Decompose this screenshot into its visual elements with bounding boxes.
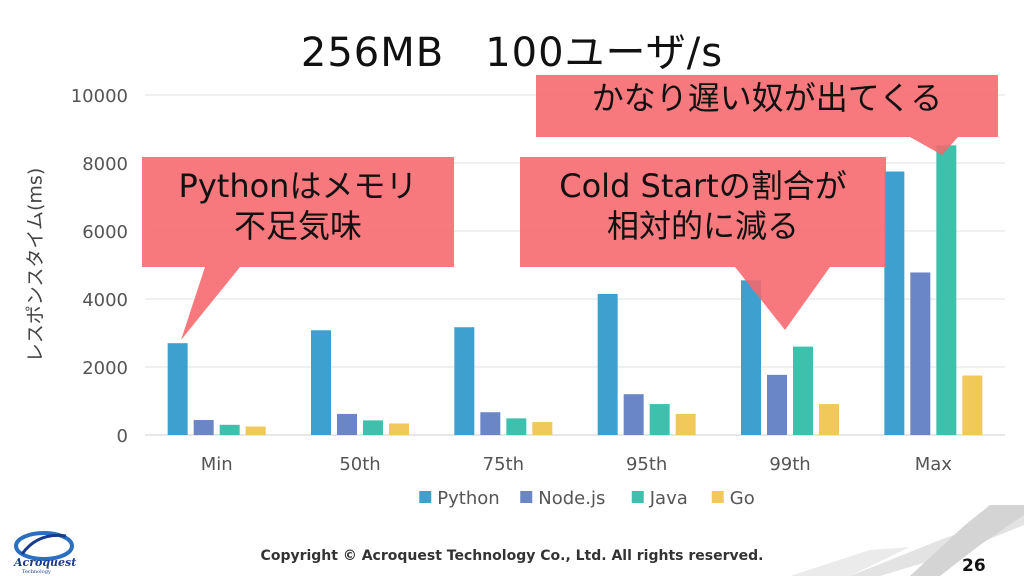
chart-bars [167,145,983,435]
callout-shapes [142,75,998,340]
logo-subtext: Technology [22,569,51,575]
y-tick-label: 2000 [82,358,128,379]
logo-text: Acroquest [14,556,77,569]
x-tick-label: 50th [339,454,380,475]
legend-label: Go [730,488,755,509]
page-number: 26 [962,556,986,576]
callout-box-cold-start [520,157,886,330]
legend-swatch-python [419,491,432,503]
bar-python-75th [454,327,475,435]
bar-nodejs-99th [767,374,787,435]
bar-java-95th [649,404,670,435]
bar-java-75th [506,418,527,435]
bar-nodejs-min [193,420,214,435]
x-tick-label: 95th [626,454,667,475]
y-tick-label: 8000 [82,154,128,175]
callout-slow-outliers: かなり遅い奴が出てくる [591,79,943,117]
legend-label: Java [649,488,688,509]
bar-python-max [884,171,905,435]
legend-swatch-nodejs [520,491,533,503]
bar-nodejs-75th [480,412,501,435]
bar-go-99th [819,404,839,435]
bar-java-99th [793,346,813,435]
x-axis-ticks: Min 50th 75th 95th 99th Max [201,454,953,475]
bar-python-min [167,343,188,435]
bar-go-75th [532,422,553,435]
decorative-corner-graphic [790,505,1024,576]
y-axis-ticks: 0 2000 4000 6000 8000 10000 [71,86,128,447]
legend-swatch-java [631,491,644,503]
callout-box-slow [536,75,998,155]
bar-go-max [962,375,983,435]
bar-java-min [219,424,240,435]
legend-label: Node.js [538,488,605,509]
bar-nodejs-95th [623,394,644,435]
bar-java-max [936,145,957,435]
x-tick-label: 99th [769,454,810,475]
acroquest-logo-icon [14,531,74,561]
x-tick-label: 75th [483,454,524,475]
bar-go-95th [675,413,696,435]
callout-python-memory: Pythonはメモリ 不足気味 [178,167,418,245]
bar-python-95th [597,293,618,435]
y-tick-label: 6000 [82,222,128,243]
legend-swatch-go [711,491,724,503]
bar-nodejs-max [910,272,931,435]
y-tick-label: 0 [117,426,128,447]
bar-nodejs-50th [337,413,357,435]
bar-java-50th [363,420,383,435]
bar-python-99th [741,280,761,435]
callout-cold-start: Cold Startの割合が 相対的に減る [559,167,847,245]
copyright-footer: Copyright © Acroquest Technology Co., Lt… [260,548,764,564]
chart-legend: Python Node.js Java Go [419,488,755,509]
y-tick-label: 4000 [82,290,128,311]
x-tick-label: Min [201,454,233,475]
y-axis-label: レスポンスタイム(ms) [24,167,47,363]
callout-box-python [142,157,454,340]
bar-go-min [245,426,266,435]
bar-go-50th [389,423,409,435]
x-tick-label: Max [915,454,953,475]
legend-label: Python [437,488,499,509]
slide-title: 256MB 100ユーザ/s [300,30,724,76]
y-tick-label: 10000 [71,86,128,107]
bar-python-50th [311,330,331,435]
